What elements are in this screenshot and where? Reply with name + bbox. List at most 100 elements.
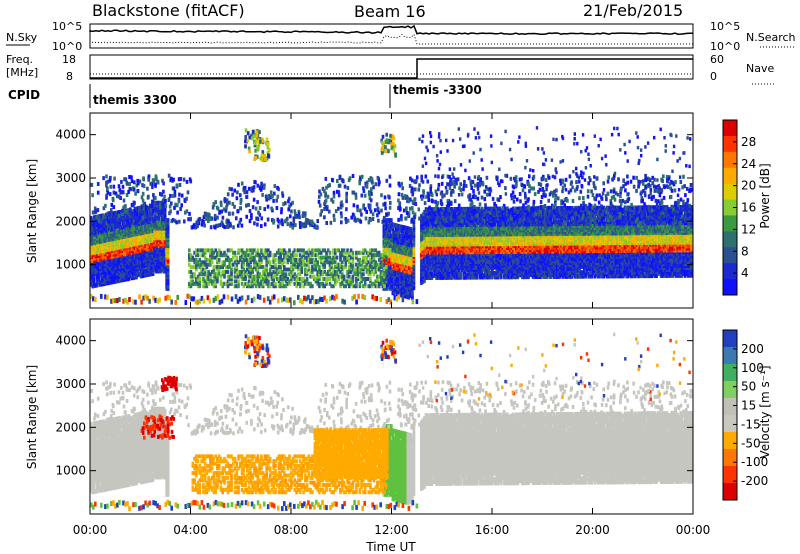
echo-cell xyxy=(112,277,116,282)
echo-cell xyxy=(93,215,96,220)
echo-cell xyxy=(160,200,164,206)
echo-cell xyxy=(411,291,414,297)
echo-cell xyxy=(103,273,107,279)
echo-cell xyxy=(150,222,153,228)
echo-cell xyxy=(111,275,114,281)
echo-cell xyxy=(160,212,164,217)
echo-cell xyxy=(121,219,125,224)
freq-strip: Freq. [MHz] 18 8 60 0 Nave xyxy=(6,53,775,85)
echo-cell xyxy=(142,210,146,216)
echo-cell xyxy=(396,243,399,248)
nsearch-tick-bottom: 10^0 xyxy=(710,40,740,53)
echo-cell xyxy=(394,287,398,292)
echo-cell xyxy=(166,278,170,283)
echo-cell xyxy=(154,265,158,270)
echo-cell xyxy=(396,233,399,238)
power-scatter xyxy=(90,126,693,306)
echo-cell xyxy=(120,272,123,277)
echo-cell xyxy=(142,271,146,276)
echo-cell xyxy=(399,238,402,243)
echo-cell xyxy=(100,213,104,219)
echo-cell xyxy=(385,229,389,235)
echo-cell xyxy=(151,267,155,272)
freq-series xyxy=(90,58,693,79)
echo-cell xyxy=(154,220,158,225)
echo-cell xyxy=(130,225,134,230)
echo-cell xyxy=(396,286,399,291)
echo-cell xyxy=(135,220,138,225)
echo-cell xyxy=(105,212,108,218)
echo-cell xyxy=(133,218,137,224)
echo-cell xyxy=(399,224,402,229)
date-title: 21/Feb/2015 xyxy=(583,1,683,20)
cpid-value-2: themis -3300 xyxy=(393,83,482,97)
echo-cell xyxy=(108,231,111,237)
echo-cell xyxy=(459,271,462,276)
echo-cell xyxy=(399,284,402,290)
nave-label: Nave xyxy=(746,62,774,75)
echo-cell xyxy=(394,242,398,248)
echo-cell xyxy=(90,215,93,221)
echo-cell xyxy=(120,217,123,222)
echo-cell xyxy=(106,230,110,235)
echo-cell xyxy=(115,278,119,284)
echo-cell xyxy=(103,279,107,284)
echo-cell xyxy=(126,268,129,274)
echo-cell xyxy=(106,214,110,219)
echo-cell xyxy=(117,274,120,280)
echo-cell xyxy=(93,227,96,232)
echo-cell xyxy=(114,230,117,235)
echo-cell xyxy=(393,222,396,228)
echo-cell xyxy=(120,225,123,230)
echo-cell xyxy=(153,267,156,272)
echo-cell xyxy=(385,218,389,223)
echo-cell xyxy=(91,235,95,240)
echo-cell xyxy=(160,261,164,266)
freq-tick-top: 18 xyxy=(62,53,76,66)
echo-cell xyxy=(139,221,143,226)
nsearch-series xyxy=(89,33,693,45)
echo-cell xyxy=(150,217,153,222)
echo-cell xyxy=(157,216,161,221)
echo-cell xyxy=(90,231,93,236)
nsky-tick-bottom: 10^0 xyxy=(52,40,82,53)
echo-cell xyxy=(127,208,131,213)
echo-cell xyxy=(500,272,503,278)
echo-cell xyxy=(127,217,131,223)
echo-cell xyxy=(132,273,135,278)
echo-cell xyxy=(391,290,395,296)
echo-cell xyxy=(99,223,102,229)
echo-cell xyxy=(109,272,113,277)
echo-cell xyxy=(106,280,110,286)
echo-cell xyxy=(115,224,119,229)
echo-cell xyxy=(151,203,155,208)
echo-cell xyxy=(391,284,395,290)
echo-cell xyxy=(388,223,392,229)
echo-cell xyxy=(412,223,416,228)
echo-cell xyxy=(115,228,119,233)
echo-cell xyxy=(144,224,147,229)
echo-cell xyxy=(390,233,393,239)
echo-cell xyxy=(136,270,140,276)
echo-cell xyxy=(385,282,389,287)
echo-cell xyxy=(100,217,104,223)
echo-cell xyxy=(145,270,149,276)
echo-cell xyxy=(390,218,393,223)
nave-tick-top: 60 xyxy=(710,53,724,66)
echo-cell xyxy=(156,200,159,206)
echo-cell xyxy=(124,220,128,225)
echo-cell xyxy=(147,213,150,219)
echo-cell xyxy=(144,269,147,274)
echo-cell xyxy=(105,226,108,231)
echo-cell xyxy=(399,234,402,239)
echo-cell xyxy=(105,281,108,286)
echo-cell xyxy=(114,271,117,276)
echo-cell xyxy=(103,232,107,238)
echo-cell xyxy=(387,223,390,229)
echo-cell xyxy=(135,224,138,229)
echo-cell xyxy=(115,210,119,216)
echo-cell xyxy=(118,210,122,215)
cpid-value-1: themis 3300 xyxy=(93,93,177,107)
